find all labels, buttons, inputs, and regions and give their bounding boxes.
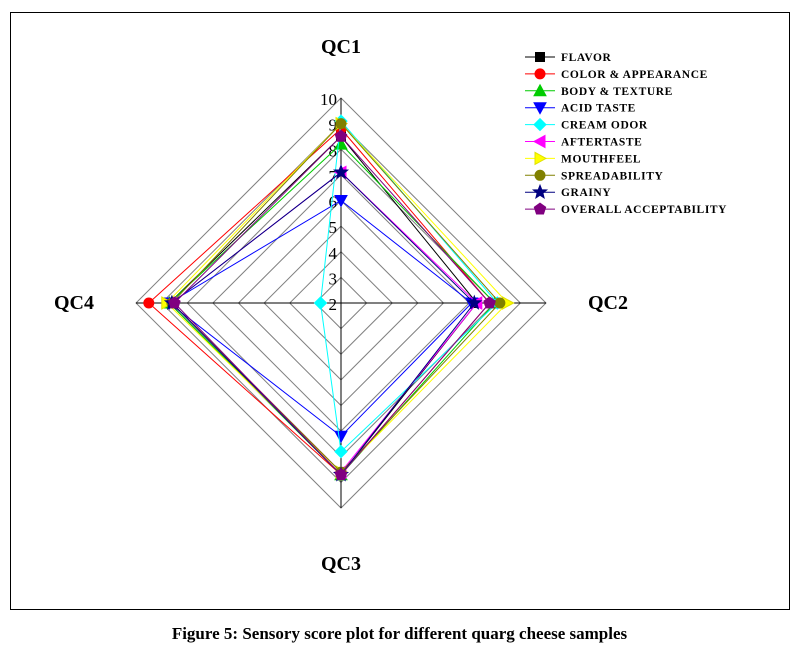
legend-item-flavor: FLAVOR <box>525 52 612 64</box>
tick-label: 10 <box>320 90 337 109</box>
marker <box>494 297 506 309</box>
marker <box>531 183 549 200</box>
axis-label-qc3: QC3 <box>321 553 361 575</box>
series-overall-acceptability <box>168 129 496 480</box>
legend-label: SPREADABILITY <box>561 170 663 182</box>
marker <box>168 296 181 309</box>
tick-label: 2 <box>329 295 338 314</box>
legend-label: COLOR & APPEARANCE <box>561 69 708 81</box>
marker <box>332 163 350 180</box>
marker <box>534 151 548 166</box>
marker <box>535 52 545 62</box>
marker <box>334 129 348 142</box>
legend-label: BODY & TEXTURE <box>561 86 673 98</box>
marker <box>143 297 155 309</box>
series-aftertaste <box>164 165 483 479</box>
legend-label: OVERALL ACCEPTABILITY <box>561 204 727 216</box>
legend-item-acid-taste: ACID TASTE <box>525 102 636 115</box>
tick-label: 8 <box>329 141 338 160</box>
legend: FLAVOR COLOR & APPEARANCE BODY & TEXTURE AC… <box>525 52 727 216</box>
marker <box>532 134 546 149</box>
tick-label: 3 <box>329 269 338 288</box>
tick-label: 7 <box>329 167 338 186</box>
marker <box>334 430 348 444</box>
tick-label: 4 <box>329 244 338 263</box>
marker <box>533 83 547 97</box>
marker <box>534 68 546 80</box>
legend-item-body-texture: BODY & TEXTURE <box>525 83 673 98</box>
legend-item-color-appearance: COLOR & APPEARANCE <box>525 68 708 81</box>
marker <box>313 296 328 310</box>
axis-label-qc4: QC4 <box>54 292 94 314</box>
legend-label: FLAVOR <box>561 52 612 64</box>
legend-item-aftertaste: AFTERTASTE <box>525 134 642 149</box>
legend-item-grainy: GRAINY <box>525 183 611 200</box>
tick-labels: 2 3 4 5 6 7 8 9 10 <box>320 90 338 314</box>
marker <box>334 195 348 208</box>
legend-label: ACID TASTE <box>561 103 636 115</box>
marker <box>533 102 547 115</box>
legend-label: CREAM ODOR <box>561 120 648 132</box>
marker <box>466 294 483 310</box>
tick-label: 5 <box>329 218 338 237</box>
legend-item-mouthfeel: MOUTHFEEL <box>525 151 641 166</box>
legend-item-cream-odor: CREAM ODOR <box>525 117 648 132</box>
tick-label: 6 <box>329 193 338 212</box>
marker <box>534 169 546 181</box>
figure-caption: Figure 5: Sensory score plot for differe… <box>171 624 628 643</box>
legend-item-overall-acceptability: OVERALL ACCEPTABILITY <box>525 202 727 216</box>
marker <box>334 468 348 480</box>
chart-frame: QC1 QC2 QC3 QC4 2 3 4 5 6 7 8 9 10 FLAVOR COLOR & AP… <box>10 12 790 610</box>
series-line <box>168 199 473 437</box>
legend-item-spreadability: SPREADABILITY <box>525 169 663 182</box>
marker <box>335 118 347 130</box>
tick-label: 9 <box>329 116 338 135</box>
series-group <box>143 114 515 482</box>
marker <box>533 117 547 132</box>
axis-label-qc2: QC2 <box>588 292 628 314</box>
legend-label: AFTERTASTE <box>561 137 642 149</box>
legend-label: MOUTHFEEL <box>561 153 641 165</box>
radar-chart: QC1 QC2 QC3 QC4 2 3 4 5 6 7 8 9 10 FLAVOR COLOR & AP… <box>54 36 727 575</box>
series-acid-taste <box>162 195 479 444</box>
legend-label: GRAINY <box>561 187 611 199</box>
marker <box>483 296 496 309</box>
axis-label-qc1: QC1 <box>321 36 361 58</box>
marker <box>533 202 547 215</box>
marker <box>334 444 348 459</box>
axis-labels: QC1 QC2 QC3 QC4 <box>54 36 628 575</box>
